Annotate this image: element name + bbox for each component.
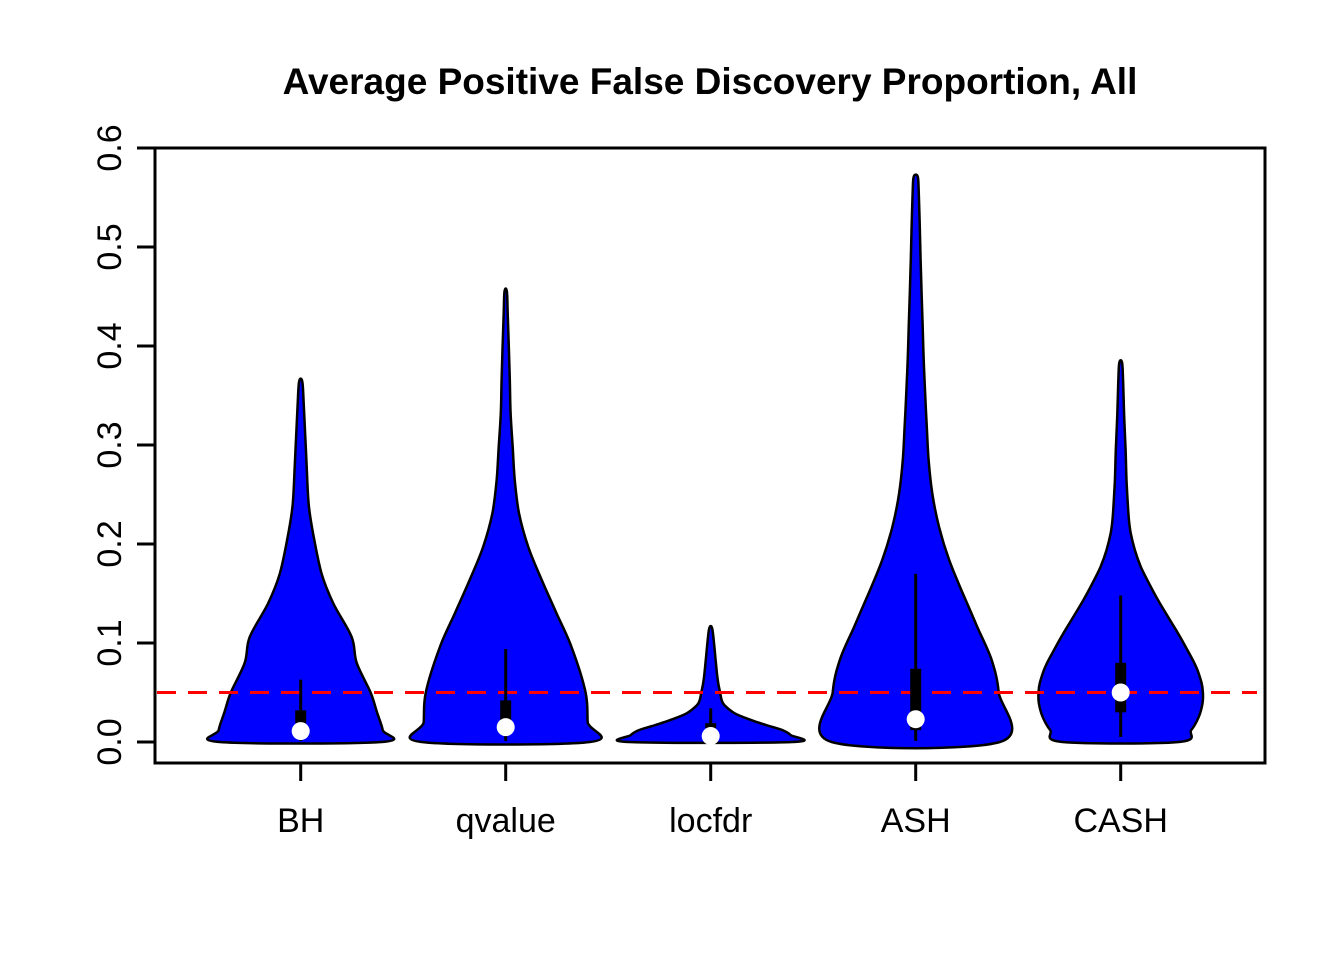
iqr-box-qvalue [500,700,512,723]
iqr-box-ASH [910,668,922,731]
median-dot-CASH [1111,683,1130,702]
median-dot-BH [291,722,310,741]
violin-ASH [818,173,1014,750]
x-axis-label-ASH: ASH [881,802,951,840]
y-tick-label-0.5: 0.5 [91,223,129,270]
violin-qvalue [408,287,603,746]
plot-layers: 0.0 0.1 0.2 0.3 0.4 0.5 0.6 BH qvalue locfdr ASH CA… [91,124,1267,840]
violin-BH [206,377,396,745]
y-tick-label-0.2: 0.2 [91,520,129,567]
x-axis-label-BH: BH [277,802,324,840]
median-dot-ASH [906,710,925,729]
y-tick-label-0.3: 0.3 [91,421,129,468]
iqr-box-BH [295,710,307,724]
median-dot-qvalue [496,718,515,737]
violin-locfdr [615,624,806,745]
y-tick-label-0.0: 0.0 [91,718,129,765]
y-tick-label-0.1: 0.1 [91,619,129,666]
y-tick-label-0.4: 0.4 [91,322,129,369]
chart-title: Average Positive False Discovery Proport… [283,61,1138,102]
x-axis-label-qvalue: qvalue [456,802,556,840]
x-axis-label-locfdr: locfdr [669,802,752,840]
iqr-box-locfdr [705,723,717,729]
x-axis-label-CASH: CASH [1073,802,1167,840]
violin-CASH [1037,359,1205,745]
y-tick-label-0.6: 0.6 [91,124,129,171]
median-dot-locfdr [701,727,720,746]
